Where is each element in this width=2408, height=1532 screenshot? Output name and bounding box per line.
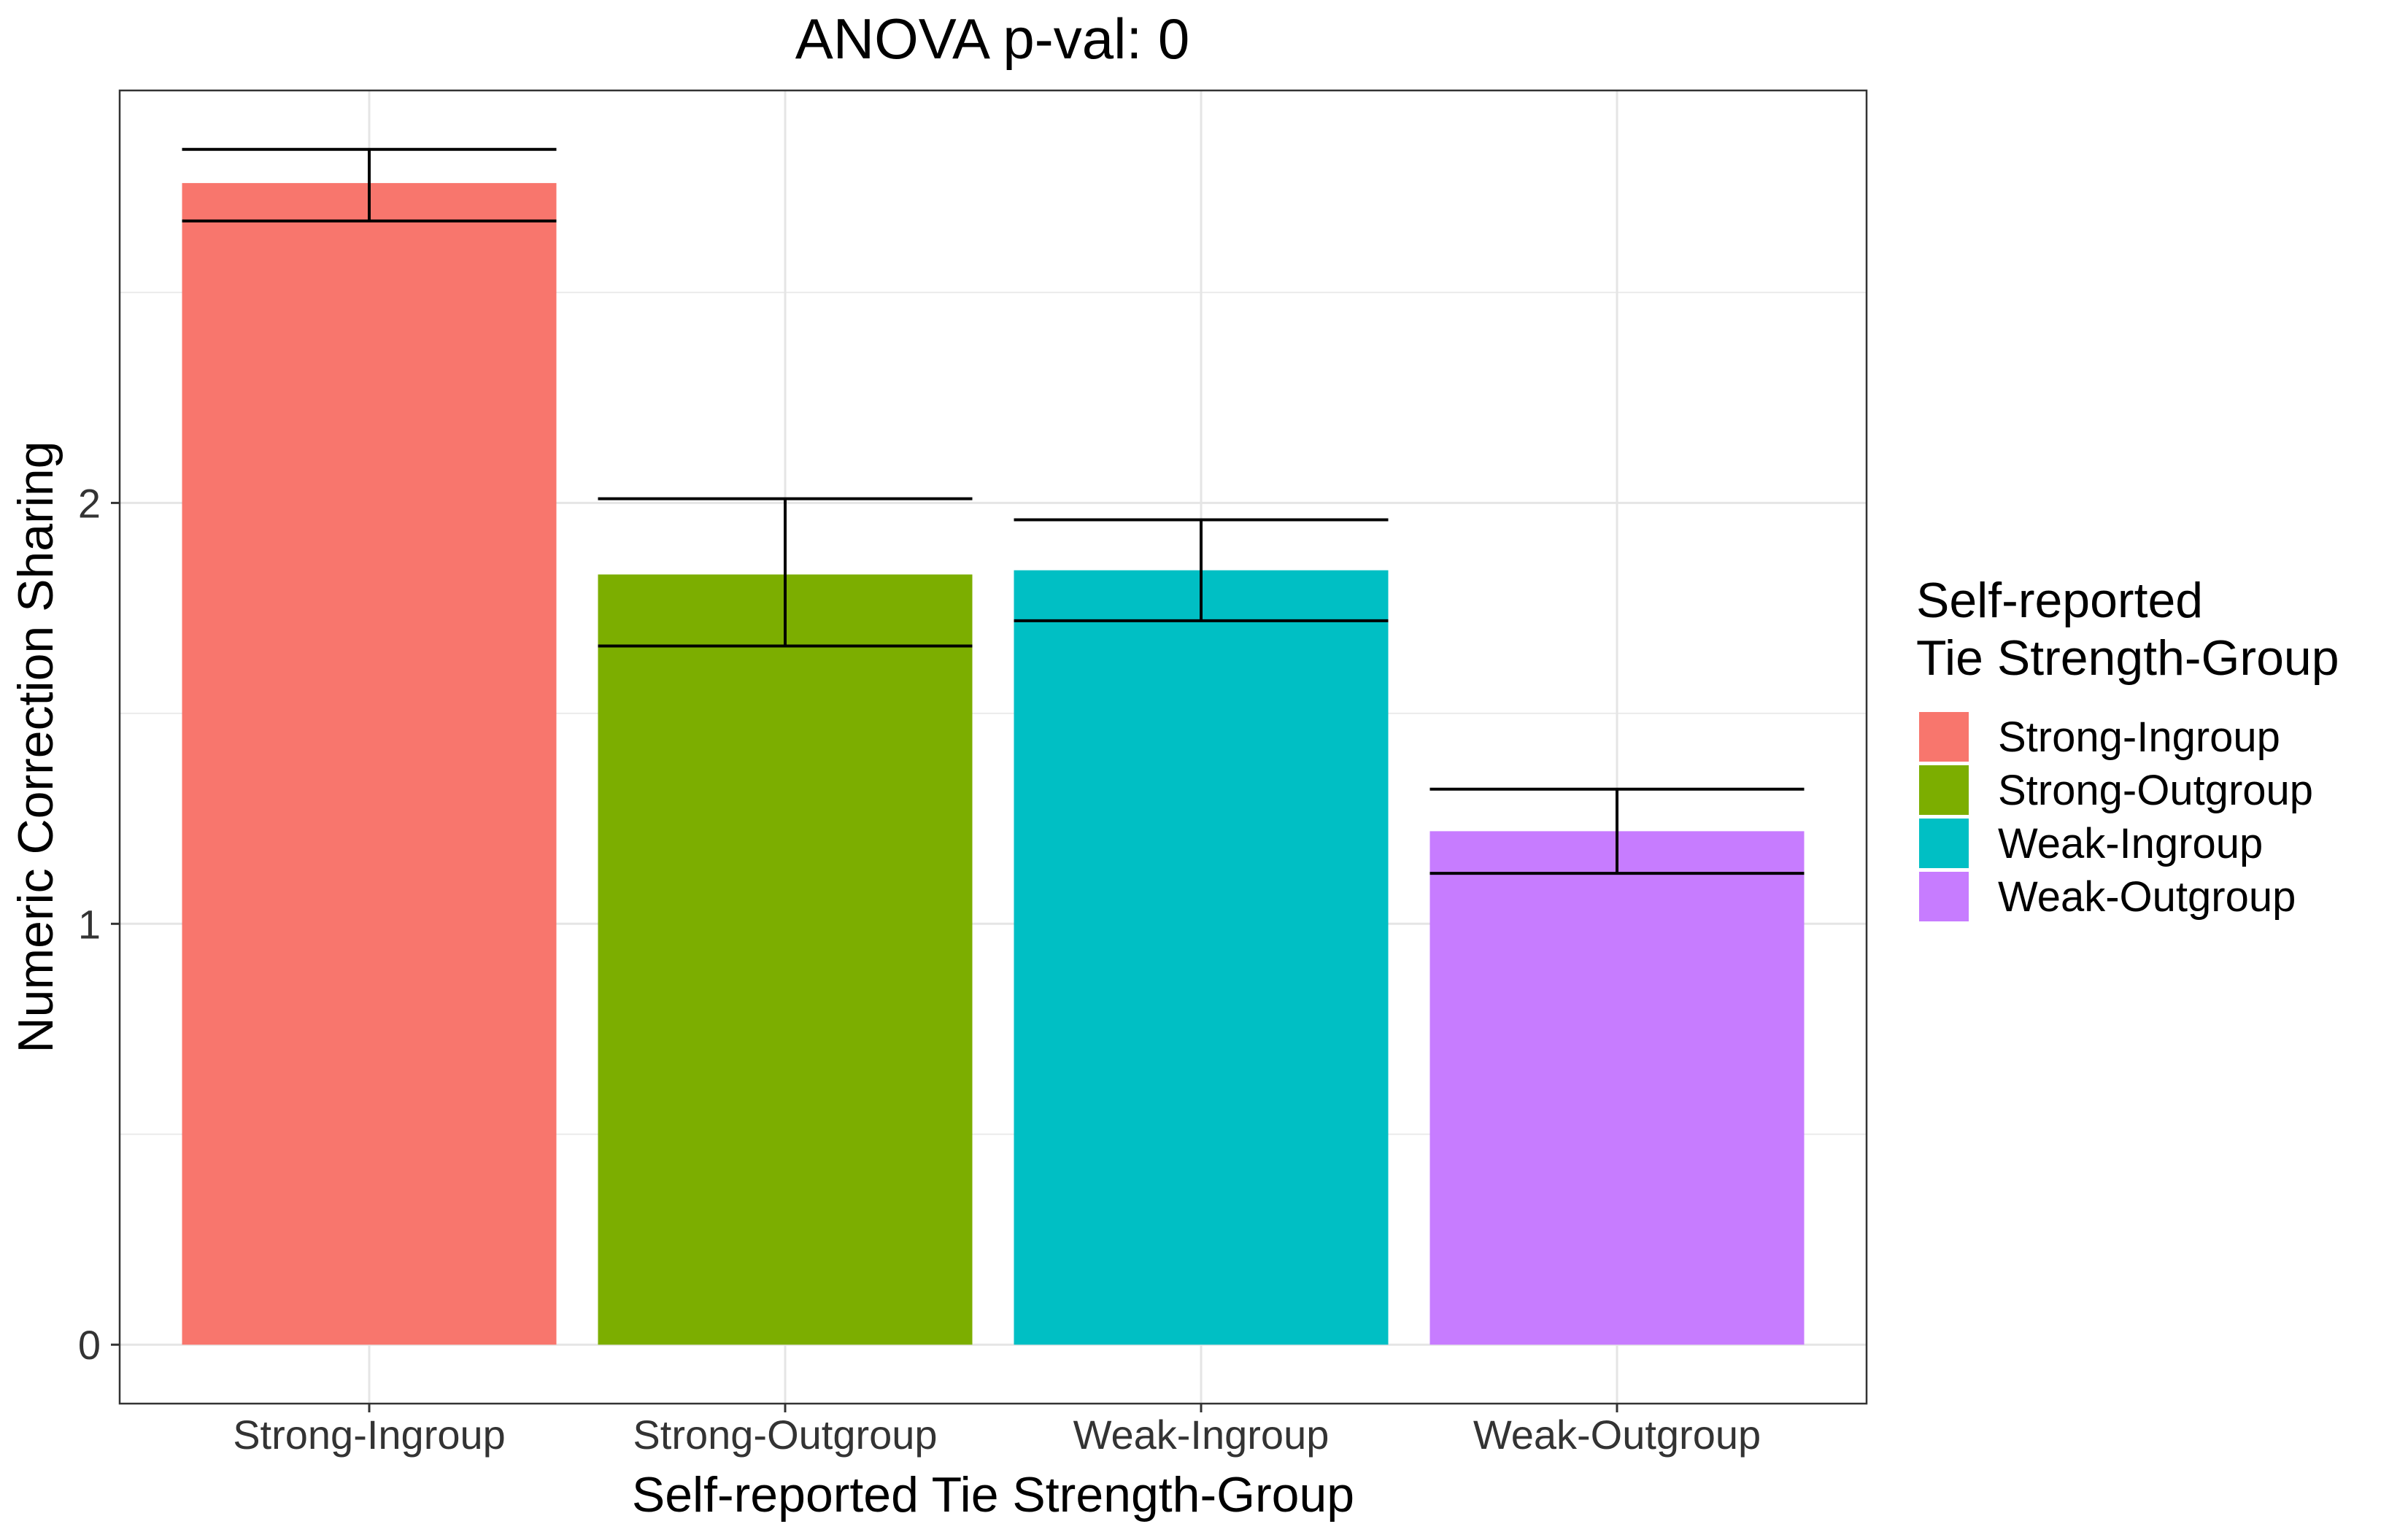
legend-key [1919, 872, 1969, 921]
x-tick-label: Strong-Outgroup [633, 1412, 937, 1458]
y-axis-title: Numeric Correction Sharing [8, 441, 63, 1053]
error-bar [598, 497, 973, 648]
legend-label: Strong-Ingroup [1998, 713, 2280, 761]
legend: Self-reported Tie Strength-Group Strong-… [1916, 573, 2339, 921]
y-tick-label: 2 [78, 480, 101, 526]
bar-strong-outgroup [598, 574, 973, 1345]
legend-key [1919, 765, 1969, 815]
x-tick-label: Strong-Ingroup [233, 1412, 506, 1458]
bar-weak-outgroup [1429, 831, 1805, 1345]
legend-title-line-2: Tie Strength-Group [1916, 630, 2339, 686]
legend-label: Weak-Ingroup [1998, 820, 2263, 867]
x-tick-label: Weak-Outgroup [1473, 1412, 1761, 1458]
error-bars [182, 147, 1805, 875]
plot-panel-border [118, 89, 1868, 1405]
error-bar [182, 147, 557, 223]
y-tick-label: 1 [78, 901, 101, 947]
bars [182, 182, 1805, 1345]
x-axis-title: Self-reported Tie Strength-Group [632, 1467, 1354, 1523]
legend-label: Weak-Outgroup [1998, 873, 2296, 921]
chart-title: ANOVA p-val: 0 [795, 7, 1189, 71]
legend-title-line-1: Self-reported [1916, 573, 2203, 628]
x-axis-ticks: Strong-Ingroup Strong-Outgroup Weak-Ingrou… [233, 1404, 1761, 1458]
y-tick-label: 0 [78, 1322, 101, 1368]
y-axis-ticks: 0 1 2 [78, 480, 120, 1368]
legend-key [1919, 819, 1969, 868]
bar-weak-ingroup [1014, 570, 1389, 1345]
error-bar [1014, 518, 1389, 622]
error-bar [1429, 787, 1805, 875]
x-tick-label: Weak-Ingroup [1073, 1412, 1330, 1458]
bar-strong-ingroup [182, 182, 557, 1345]
legend-label: Strong-Outgroup [1998, 767, 2313, 814]
legend-key [1919, 712, 1969, 762]
